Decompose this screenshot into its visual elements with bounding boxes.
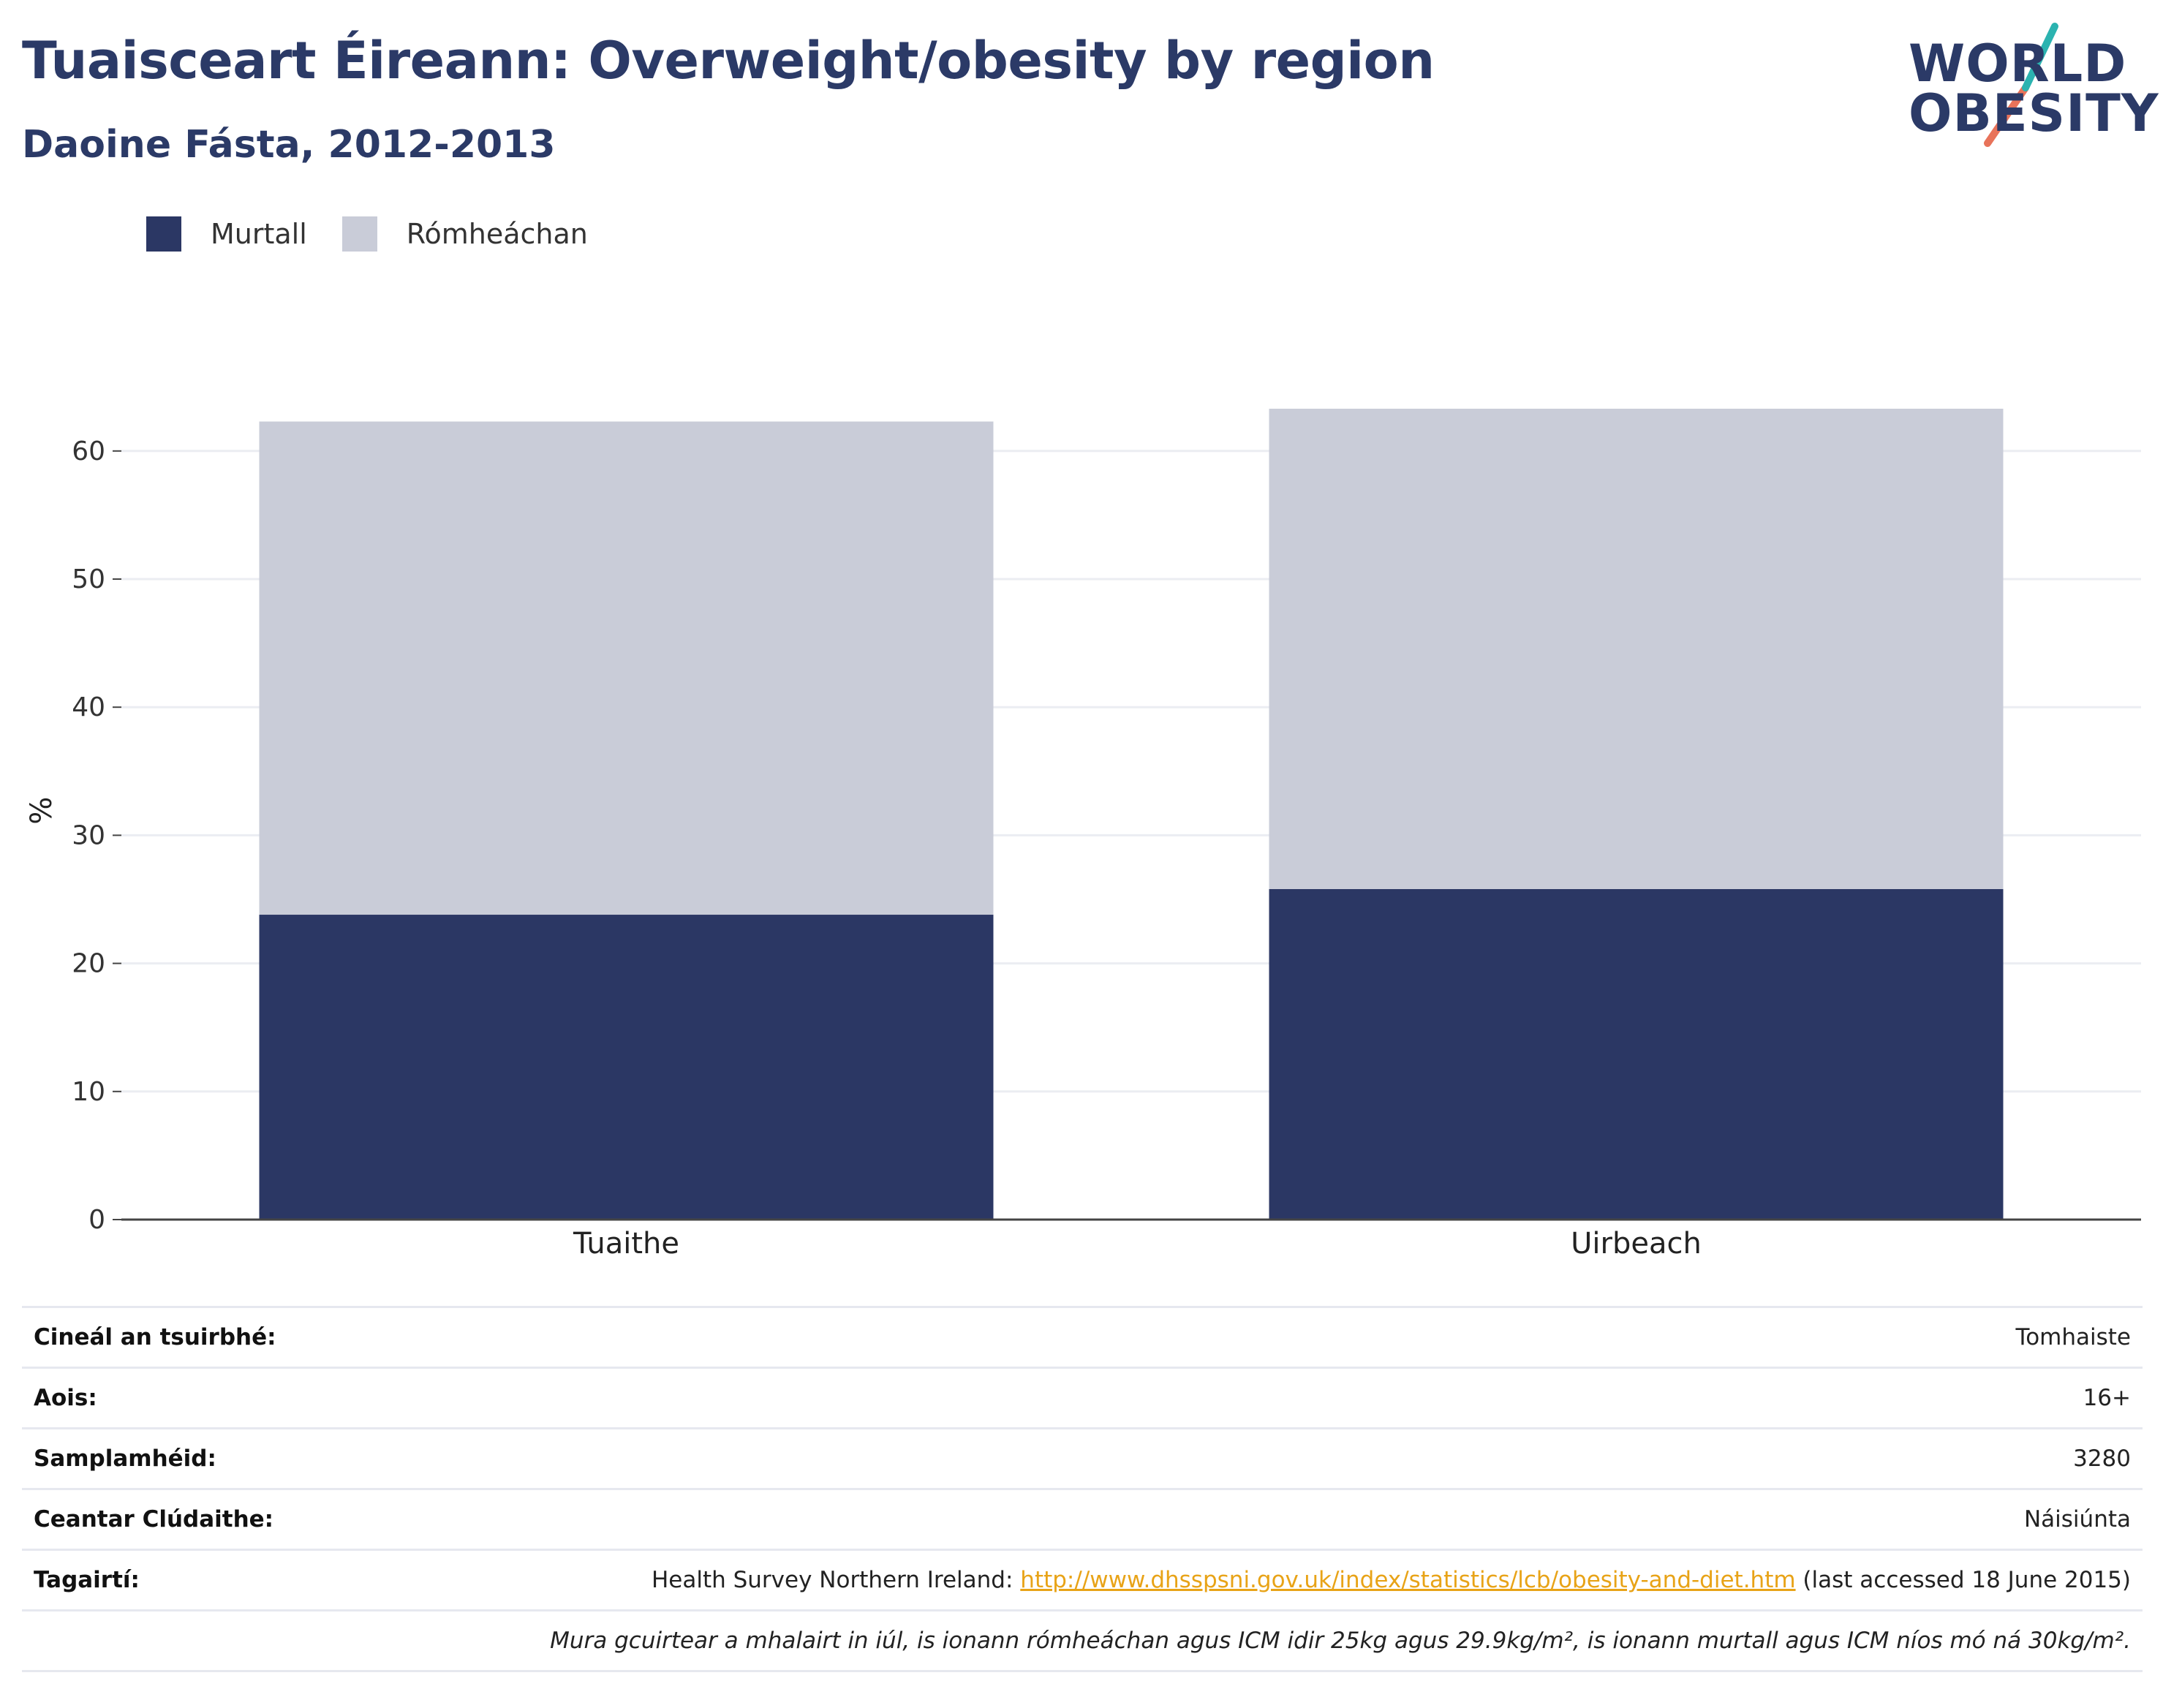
- bar-romheachan-tuaithe: [259, 421, 994, 915]
- world-obesity-logo: WORLD OBESITY: [1909, 20, 2159, 152]
- legend-label-murtall: Murtall: [211, 218, 307, 250]
- logo-line-1: WORLD: [1909, 34, 2127, 94]
- info-value: Náisiúnta: [323, 1488, 2143, 1550]
- reference-prefix: Health Survey Northern Ireland:: [651, 1567, 1013, 1593]
- info-row-age: Aois: 16+: [22, 1367, 2143, 1429]
- reference-link[interactable]: http://www.dhsspsni.gov.uk/index/statist…: [1020, 1567, 1796, 1593]
- info-table: Cineál an tsuirbhé: Tomhaiste Aois: 16+ …: [22, 1306, 2143, 1672]
- info-row-note: Mura gcuirtear a mhalairt in iúl, is ion…: [22, 1609, 2143, 1672]
- info-row-survey-type: Cineál an tsuirbhé: Tomhaiste: [22, 1306, 2143, 1368]
- info-key: Aois:: [22, 1367, 324, 1429]
- chart-subtitle: Daoine Fásta, 2012-2013: [22, 123, 556, 167]
- y-tick-label: 50: [72, 564, 105, 594]
- info-key: [22, 1609, 324, 1672]
- y-tick-label: 20: [72, 949, 105, 979]
- x-category-label: Uirbeach: [1571, 1227, 1702, 1261]
- legend-swatch-romheachan: [341, 216, 377, 252]
- bar-murtall-tuaithe: [259, 915, 994, 1220]
- y-tick-label: 40: [72, 692, 105, 722]
- y-tick-label: 30: [72, 820, 105, 850]
- info-key: Tagairtí:: [22, 1549, 324, 1611]
- info-row-area-covered: Ceantar Clúdaithe: Náisiúnta: [22, 1488, 2143, 1550]
- chart-legend: Murtall Rómheáchan: [146, 216, 623, 252]
- bar-romheachan-uirbeach: [1269, 408, 2004, 889]
- legend-swatch-murtall: [146, 216, 181, 252]
- y-tick-label: 60: [72, 437, 105, 466]
- info-value: 16+: [323, 1367, 2143, 1429]
- y-tick-label: 10: [72, 1077, 105, 1107]
- reference-suffix: (last accessed 18 June 2015): [1802, 1567, 2131, 1593]
- definition-note: Mura gcuirtear a mhalairt in iúl, is ion…: [323, 1609, 2143, 1672]
- chart-title: Tuaisceart Éireann: Overweight/obesity b…: [22, 31, 1435, 91]
- bar-chart: 0 10 20 30 40 50 60 Tuaithe Uirbeach%: [25, 408, 2141, 1261]
- info-value: Health Survey Northern Ireland: http://w…: [323, 1549, 2143, 1611]
- info-row-references: Tagairtí: Health Survey Northern Ireland…: [22, 1549, 2143, 1611]
- logo-line-2: OBESITY: [1909, 83, 2159, 143]
- y-axis-label: %: [25, 797, 58, 825]
- y-tick-label: 0: [88, 1205, 105, 1235]
- info-value: Tomhaiste: [323, 1306, 2143, 1368]
- logo-slash-icon: [1984, 23, 2058, 147]
- info-key: Ceantar Clúdaithe:: [22, 1488, 324, 1550]
- legend-item-murtall: Murtall: [146, 216, 307, 252]
- x-category-label: Tuaithe: [573, 1227, 679, 1261]
- bar-murtall-uirbeach: [1269, 888, 2004, 1220]
- legend-label-romheachan: Rómheáchan: [406, 218, 588, 250]
- legend-item-romheachan: Rómheáchan: [341, 216, 588, 252]
- info-value: 3280: [323, 1427, 2143, 1489]
- info-key: Samplamhéid:: [22, 1427, 324, 1489]
- info-key: Cineál an tsuirbhé:: [22, 1306, 324, 1368]
- info-row-sample-size: Samplamhéid: 3280: [22, 1427, 2143, 1489]
